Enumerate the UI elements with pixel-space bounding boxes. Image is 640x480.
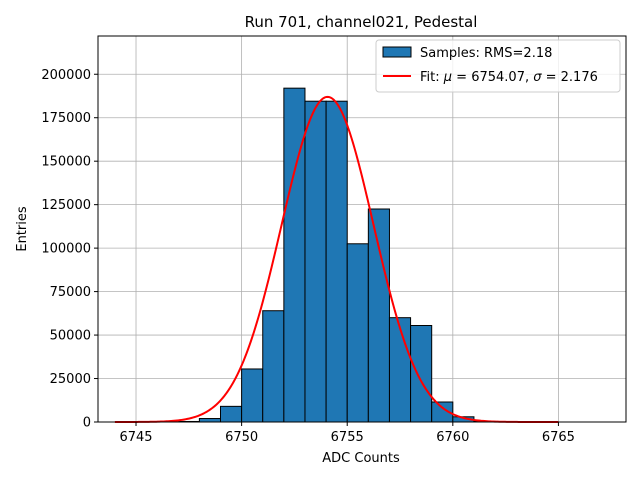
histogram-bar — [283, 87, 306, 423]
y-tick-label: 25000 — [50, 372, 91, 387]
y-tick-label: 100000 — [41, 242, 91, 257]
chart-title: Run 701, channel021, Pedestal — [245, 13, 478, 31]
legend-fit-prefix: Fit: — [420, 70, 444, 85]
legend-fit-mu-symbol: μ — [443, 70, 452, 85]
histogram-bar — [367, 208, 390, 423]
legend-box — [375, 39, 621, 93]
histogram-bar — [410, 325, 433, 423]
y-axis-label: Entries — [15, 206, 30, 252]
x-tick-label: 6750 — [225, 430, 258, 445]
legend: Samples: RMS=2.18 Fit: μ = 6754.07, σ = … — [375, 39, 621, 93]
x-tick-label: 6760 — [436, 430, 469, 445]
histogram-bar — [241, 368, 264, 423]
histogram-bar — [325, 100, 348, 423]
x-tick-label: 6745 — [119, 430, 152, 445]
histogram-bar — [304, 100, 327, 423]
y-tick-label: 75000 — [50, 285, 91, 300]
y-tick-label: 175000 — [41, 111, 91, 126]
histogram-bars — [177, 87, 496, 423]
x-tick-label: 6765 — [542, 430, 575, 445]
histogram-bar — [219, 405, 243, 423]
legend-fit-label: Fit: μ = 6754.07, σ = 2.176 — [420, 70, 598, 85]
legend-fit-sigma-text: = 2.176 — [541, 70, 597, 85]
y-axis-ticks: 0 25000 50000 75000 100000 125000 150000 175000… — [41, 68, 98, 431]
fit-curve-layer — [114, 95, 559, 423]
y-tick-label: 50000 — [50, 329, 91, 344]
y-tick-label: 200000 — [41, 68, 91, 83]
legend-samples-label: Samples: RMS=2.18 — [420, 46, 552, 61]
y-tick-label: 125000 — [41, 198, 91, 213]
histogram-bar — [262, 310, 285, 423]
histogram-bar — [388, 317, 412, 423]
x-axis-label: ADC Counts — [322, 451, 400, 466]
plot-frame — [97, 35, 627, 423]
x-axis-ticks: 6745 6750 6755 6760 6765 — [119, 422, 575, 445]
histogram-bar — [346, 243, 369, 423]
fit-curve — [114, 95, 559, 423]
y-tick-label: 150000 — [41, 155, 91, 170]
legend-fit-mu-text: = 6754.07, — [452, 70, 533, 85]
x-tick-label: 6755 — [331, 430, 364, 445]
legend-fit-sigma-symbol: σ — [533, 70, 542, 85]
y-tick-label: 0 — [83, 416, 91, 431]
histogram-bar — [198, 418, 221, 423]
legend-samples-swatch — [382, 46, 412, 58]
